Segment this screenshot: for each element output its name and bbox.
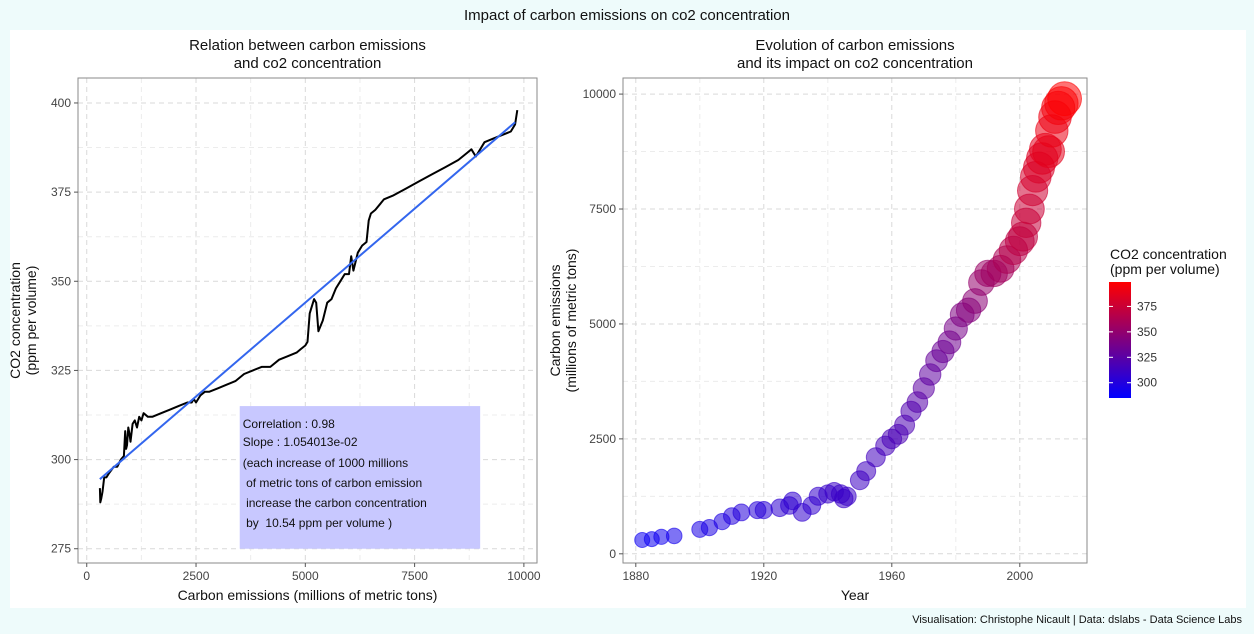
x-tick-label: 0 [83, 569, 90, 583]
x-tick-label: 7500 [401, 569, 428, 583]
x-tick-label: 10000 [507, 569, 541, 583]
y-tick-label: 10000 [583, 87, 617, 101]
annotation-line: by 10.54 ppm per volume ) [243, 516, 392, 530]
y-tick-label: 375 [51, 185, 71, 199]
legend-title-line: (ppm per volume) [1110, 261, 1220, 277]
data-point [754, 501, 773, 520]
data-point [665, 527, 683, 545]
panel-title-line: Evolution of carbon emissions [755, 37, 954, 54]
x-tick-label: 2500 [183, 569, 210, 583]
x-tick-label: 1960 [878, 569, 905, 583]
y-tick-label: 350 [51, 274, 71, 288]
x-axis-label: Carbon emissions (millions of metric ton… [178, 587, 438, 603]
data-point [856, 461, 877, 482]
annotation-line: Slope : 1.054013e-02 [243, 435, 358, 449]
color-legend: CO2 concentration(ppm per volume) 300 325 3… [1109, 246, 1227, 398]
x-tick-label: 5000 [292, 569, 319, 583]
y-tick-label: 2500 [589, 432, 616, 446]
panel-title-line: and co2 concentration [234, 55, 382, 72]
emission-co2-line [98, 109, 519, 504]
annotation-line: (each increase of 1000 millions [243, 456, 408, 470]
figure-caption: Visualisation: Christophe Nicault | Data… [912, 614, 1242, 626]
y-tick-label: 300 [51, 453, 71, 467]
panel-title-line: Relation between carbon emissions [189, 37, 426, 54]
y-axis-label-line: CO2 concentration [10, 262, 23, 379]
x-tick-label: 1880 [622, 569, 649, 583]
annotation-line: Correlation : 0.98 [243, 417, 335, 431]
y-axis-label-line: (ppm per volume) [23, 266, 39, 376]
legend-tick-label: 300 [1137, 376, 1157, 390]
y-tick-label: 400 [51, 96, 71, 110]
data-point [837, 486, 857, 506]
x-tick-label: 1920 [750, 569, 777, 583]
legend-tick-label: 350 [1137, 325, 1157, 339]
y-tick-label: 0 [609, 547, 616, 561]
panel-title-line: and its impact on co2 concentration [737, 55, 973, 72]
y-tick-label: 325 [51, 363, 71, 377]
annotation-box [239, 406, 481, 549]
legend-tick-label: 375 [1137, 299, 1157, 313]
annotation-line: increase the carbon concentration [243, 496, 427, 510]
panel-border [622, 77, 1088, 564]
y-tick-label: 275 [51, 542, 71, 556]
legend-colorbar [1109, 282, 1131, 398]
x-axis-label: Year [841, 587, 870, 603]
annotation-line: of metric tons of carbon emission [243, 476, 422, 490]
regression-line [99, 121, 516, 480]
y-axis-label-line: (millions of metric tons) [563, 249, 579, 393]
legend-tick-label: 325 [1137, 350, 1157, 364]
data-point [732, 503, 751, 522]
legend-title-line: CO2 concentration [1110, 246, 1227, 262]
y-tick-label: 7500 [589, 202, 616, 216]
panel-border [77, 77, 538, 564]
plot-canvas: Relation between carbon emissions and co2… [10, 30, 1246, 608]
y-axis-label-line: Carbon emissions [547, 264, 563, 376]
data-point [1047, 81, 1082, 117]
x-tick-label: 2000 [1006, 569, 1033, 583]
y-tick-label: 5000 [589, 317, 616, 331]
figure-title: Impact of carbon emissions on co2 concen… [463, 7, 790, 24]
